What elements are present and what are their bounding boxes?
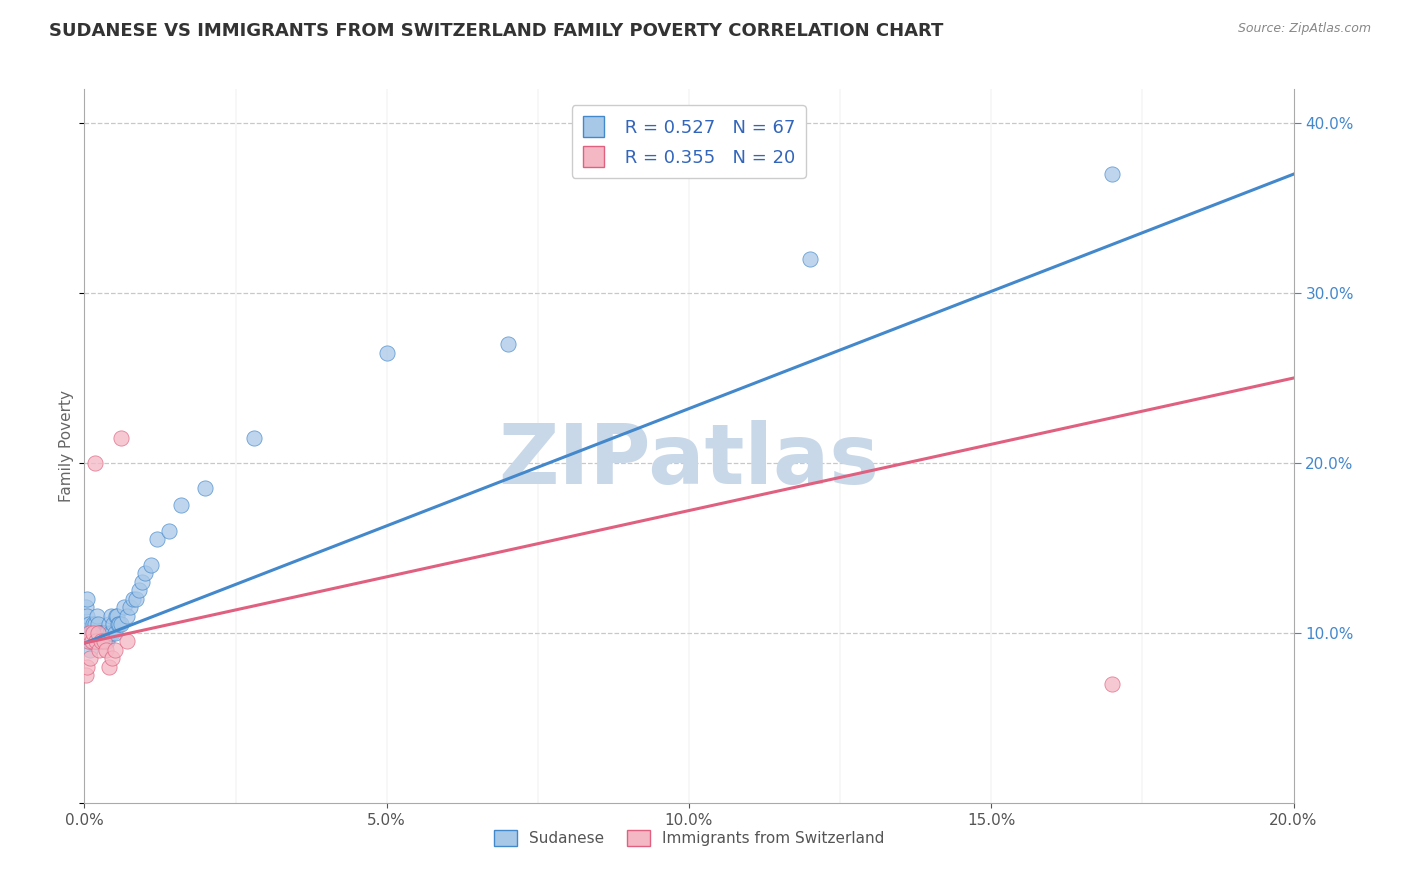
Point bbox=[1101, 677, 1123, 691]
Point bbox=[77, 634, 100, 648]
Point bbox=[110, 617, 132, 632]
Point bbox=[83, 617, 105, 632]
Point bbox=[496, 337, 519, 351]
Point bbox=[170, 499, 193, 513]
Point bbox=[89, 634, 111, 648]
Point bbox=[94, 626, 117, 640]
Point bbox=[87, 634, 110, 648]
Point bbox=[91, 626, 114, 640]
Point bbox=[86, 634, 108, 648]
Point bbox=[103, 617, 125, 632]
Point bbox=[84, 634, 107, 648]
Point bbox=[86, 634, 108, 648]
Point bbox=[86, 617, 108, 632]
Point bbox=[89, 626, 111, 640]
Point bbox=[375, 345, 398, 359]
Point bbox=[90, 626, 112, 640]
Point bbox=[80, 626, 103, 640]
Point bbox=[89, 643, 111, 657]
Point bbox=[77, 626, 100, 640]
Point bbox=[157, 524, 180, 538]
Point bbox=[146, 533, 169, 547]
Point bbox=[93, 634, 115, 648]
Point bbox=[118, 600, 141, 615]
Legend: Sudanese, Immigrants from Switzerland: Sudanese, Immigrants from Switzerland bbox=[488, 824, 890, 852]
Point bbox=[112, 600, 135, 615]
Point bbox=[79, 626, 101, 640]
Point bbox=[121, 591, 143, 606]
Point bbox=[104, 626, 127, 640]
Point bbox=[131, 574, 153, 589]
Point bbox=[242, 430, 264, 444]
Point bbox=[94, 626, 117, 640]
Point bbox=[100, 651, 122, 665]
Point bbox=[80, 634, 103, 648]
Point bbox=[93, 626, 115, 640]
Point bbox=[75, 600, 97, 615]
Point bbox=[98, 626, 121, 640]
Point bbox=[82, 617, 104, 632]
Point bbox=[90, 626, 112, 640]
Text: Source: ZipAtlas.com: Source: ZipAtlas.com bbox=[1237, 22, 1371, 36]
Point bbox=[76, 660, 98, 674]
Point bbox=[104, 643, 127, 657]
Point bbox=[96, 626, 118, 640]
Point bbox=[82, 626, 104, 640]
Point bbox=[1101, 167, 1123, 181]
Point bbox=[107, 617, 129, 632]
Point bbox=[77, 617, 100, 632]
Point bbox=[82, 626, 104, 640]
Point bbox=[76, 591, 98, 606]
Point bbox=[110, 430, 132, 444]
Point bbox=[79, 651, 101, 665]
Point bbox=[128, 583, 150, 598]
Point bbox=[79, 643, 101, 657]
Point bbox=[79, 634, 101, 648]
Point bbox=[108, 617, 131, 632]
Point bbox=[76, 608, 98, 623]
Point bbox=[84, 456, 107, 470]
Text: ZIPatlas: ZIPatlas bbox=[499, 420, 879, 500]
Point bbox=[799, 252, 821, 266]
Point bbox=[139, 558, 162, 572]
Point bbox=[194, 482, 217, 496]
Point bbox=[91, 634, 114, 648]
Point bbox=[101, 626, 124, 640]
Y-axis label: Family Poverty: Family Poverty bbox=[59, 390, 75, 502]
Point bbox=[115, 634, 138, 648]
Point bbox=[80, 634, 103, 648]
Point bbox=[77, 634, 100, 648]
Point bbox=[105, 608, 128, 623]
Point bbox=[86, 608, 108, 623]
Point bbox=[115, 608, 138, 623]
Point bbox=[86, 626, 108, 640]
Point bbox=[96, 634, 118, 648]
Point bbox=[97, 660, 120, 674]
Point bbox=[97, 617, 120, 632]
Point bbox=[134, 566, 156, 581]
Point bbox=[125, 591, 148, 606]
Point bbox=[94, 643, 117, 657]
Text: SUDANESE VS IMMIGRANTS FROM SWITZERLAND FAMILY POVERTY CORRELATION CHART: SUDANESE VS IMMIGRANTS FROM SWITZERLAND … bbox=[49, 22, 943, 40]
Point bbox=[82, 626, 104, 640]
Point bbox=[77, 626, 100, 640]
Point bbox=[93, 634, 115, 648]
Point bbox=[90, 634, 112, 648]
Point bbox=[94, 634, 117, 648]
Point bbox=[104, 608, 127, 623]
Point bbox=[75, 617, 97, 632]
Point bbox=[90, 634, 112, 648]
Point bbox=[87, 626, 110, 640]
Point bbox=[83, 634, 105, 648]
Point bbox=[100, 608, 122, 623]
Point bbox=[75, 668, 97, 682]
Point bbox=[84, 626, 107, 640]
